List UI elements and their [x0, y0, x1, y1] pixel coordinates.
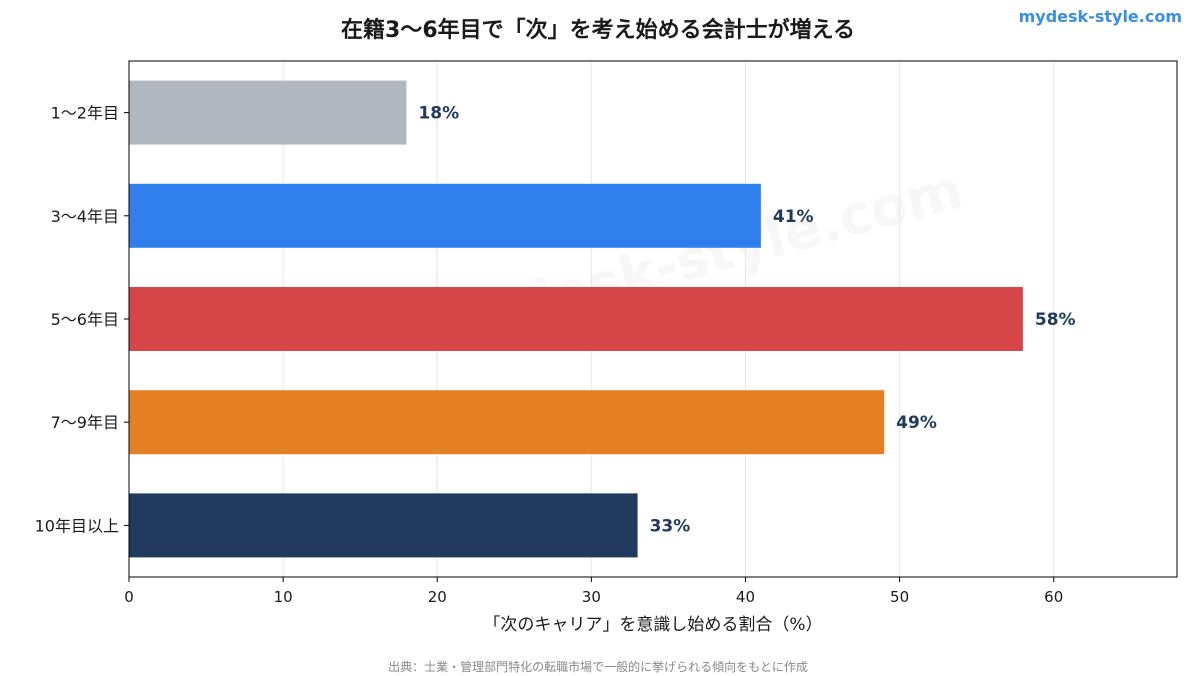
- x-tick-label: 20: [428, 588, 447, 606]
- bar-value-label: 33%: [650, 516, 691, 536]
- y-tick-label: 3〜4年目: [51, 207, 119, 226]
- x-axis-label: 「次のキャリア」を意識し始める割合（%）: [483, 615, 823, 635]
- y-tick-label: 10年目以上: [35, 516, 119, 535]
- bar: [129, 80, 407, 145]
- plot-frame: [128, 60, 1178, 578]
- bar-value-label: 18%: [418, 104, 459, 124]
- bar-value-label: 58%: [1035, 310, 1076, 330]
- brand-watermark-text: mydesk-style.com: [1018, 7, 1182, 26]
- x-tick-label: 50: [890, 588, 909, 606]
- bars: 18% 41% 58% 49% 33%: [129, 80, 1076, 558]
- bar: [129, 183, 761, 248]
- axes: 1〜2年目 3〜4年目 5〜6年目 7〜9年目 10年目以上 0 10 20 30 40 50 60: [35, 60, 1178, 606]
- x-tick-label: 60: [1044, 588, 1063, 606]
- bar-value-label: 41%: [773, 207, 814, 227]
- x-tick-label: 10: [274, 588, 293, 606]
- x-tick-label: 40: [736, 588, 755, 606]
- y-tick-label: 1〜2年目: [51, 104, 119, 123]
- bar: [129, 493, 638, 558]
- bar-value-label: 49%: [896, 413, 937, 433]
- x-tick-label: 0: [124, 588, 134, 606]
- chart-title: 在籍3〜6年目で「次」を考え始める会計士が増える: [341, 18, 855, 43]
- y-tick-label: 7〜9年目: [51, 413, 119, 432]
- y-tick-label: 5〜6年目: [51, 310, 119, 329]
- x-tick-label: 30: [582, 588, 601, 606]
- source-note: 出典：士業・管理部門特化の転職市場で一般的に挙げられる傾向をもとに作成: [388, 660, 808, 674]
- bar: [129, 287, 1023, 351]
- bar: [129, 390, 885, 455]
